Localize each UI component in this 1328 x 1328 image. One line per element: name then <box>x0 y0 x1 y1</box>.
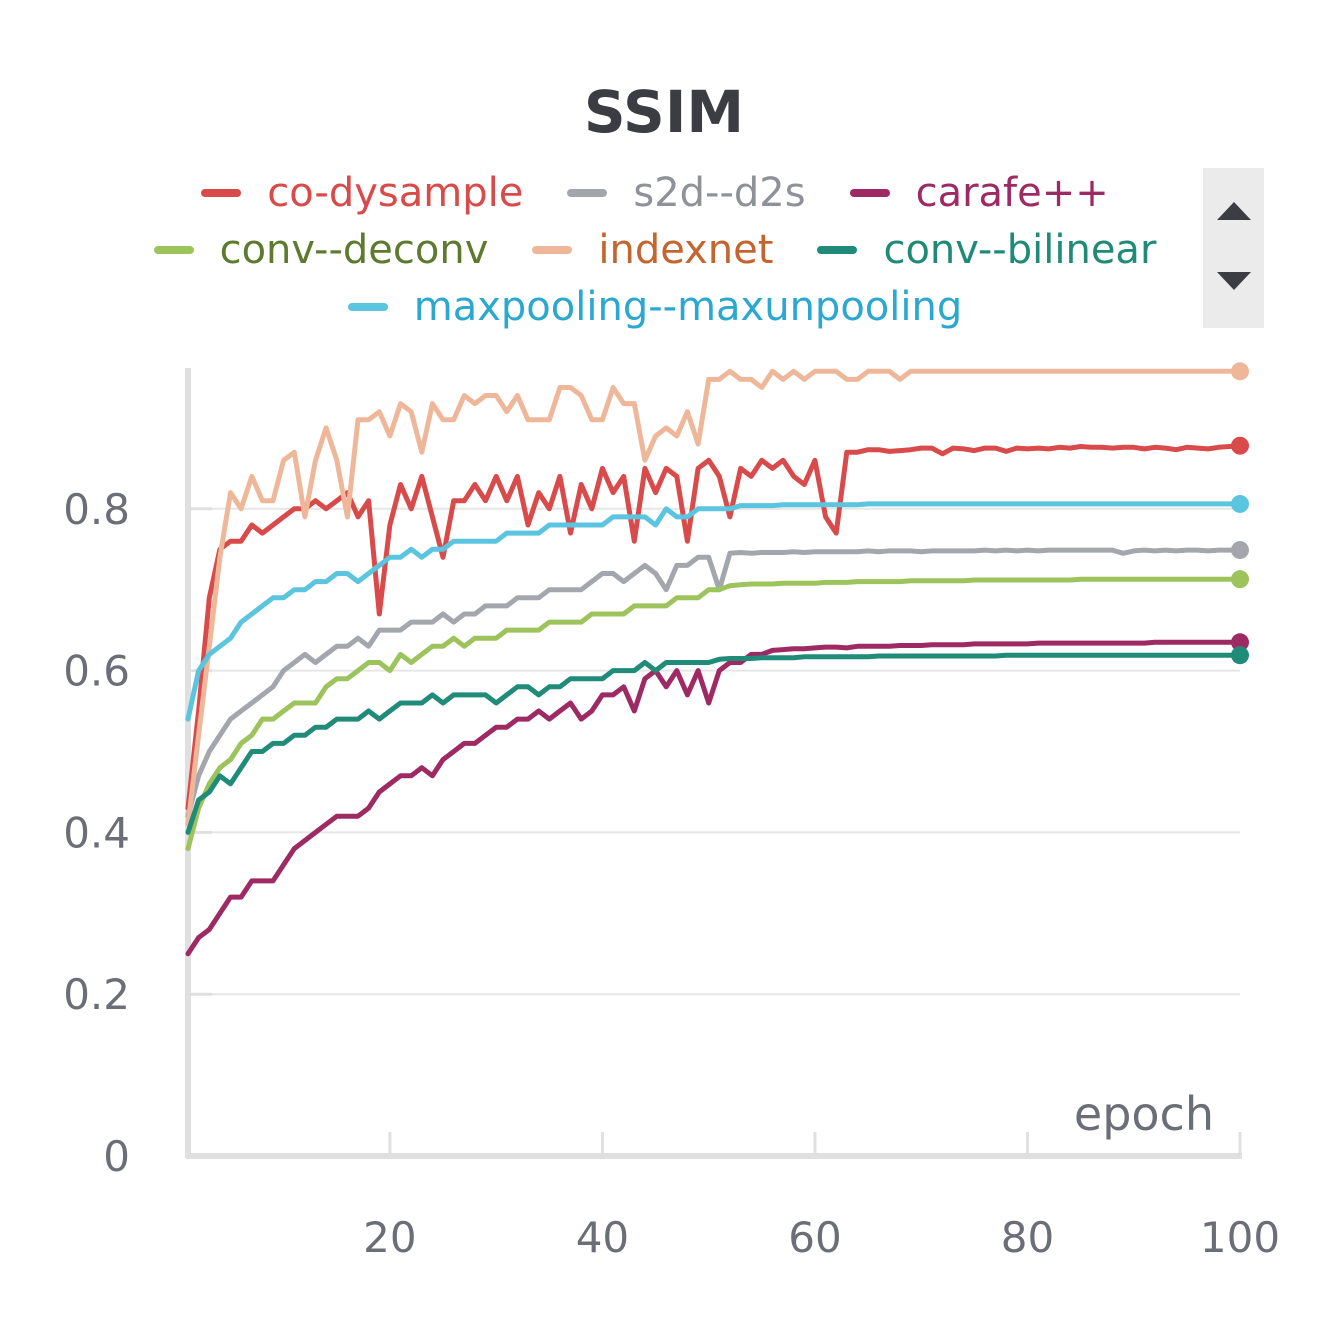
legend-label: indexnet <box>598 226 774 273</box>
legend-swatch <box>153 245 194 254</box>
legend-item[interactable]: maxpooling--maxunpooling <box>347 283 963 330</box>
legend-item[interactable]: conv--bilinear <box>817 227 1156 273</box>
legend-item[interactable]: s2d--d2s <box>567 169 806 216</box>
legend-label: s2d--d2s <box>633 169 806 216</box>
legend-item[interactable]: indexnet <box>532 227 773 273</box>
legend-swatch <box>347 302 388 311</box>
legend-swatch <box>567 188 608 197</box>
x-tick-label: 100 <box>1200 1213 1280 1262</box>
legend-swatch <box>201 188 242 197</box>
legend-label: co-dysample <box>267 169 524 216</box>
x-tick-label: 80 <box>1001 1213 1054 1262</box>
series-end-point-s2d-d2s <box>1231 541 1249 560</box>
legend-row: co-dysample s2d--d2s carafe++ <box>100 164 1210 221</box>
series-line-s2d-d2s <box>185 547 1243 819</box>
legend: co-dysample s2d--d2s carafe++ conv--deconv i… <box>100 164 1210 335</box>
x-tick-label: 40 <box>576 1213 629 1262</box>
chart-title: SSIM <box>583 78 745 146</box>
series-end-point-indexnet <box>1231 362 1249 381</box>
legend-label: conv--deconv <box>219 226 489 273</box>
series-line-conv-bilinear <box>185 652 1243 835</box>
y-tick-label: 0.6 <box>63 647 130 696</box>
y-tick-label: 0 <box>103 1132 130 1181</box>
series-end-point-maxpooling-maxunpooling <box>1231 494 1249 513</box>
legend-swatch <box>849 188 890 197</box>
series-line-indexnet <box>185 368 1243 827</box>
legend-swatch <box>532 245 573 254</box>
legend-item[interactable]: carafe++ <box>849 169 1109 216</box>
triangle-down-icon[interactable] <box>1217 272 1251 290</box>
series-line-conv-deconv <box>185 576 1243 852</box>
legend-label: carafe++ <box>915 169 1109 216</box>
legend-swatch <box>817 245 858 254</box>
series-line-co-dysample <box>185 443 1243 811</box>
triangle-up-icon[interactable] <box>1217 202 1251 220</box>
series-line-carafe- <box>185 639 1243 957</box>
legend-label: maxpooling--maxunpooling <box>413 283 963 330</box>
series-end-point-conv-bilinear <box>1231 646 1249 665</box>
x-axis-title: epoch <box>1074 1087 1214 1141</box>
legend-scroll-control <box>1203 168 1264 328</box>
legend-item[interactable]: co-dysample <box>201 170 523 216</box>
y-tick-label: 0.8 <box>63 485 130 534</box>
x-tick-label: 20 <box>363 1213 416 1262</box>
x-tick-label: 60 <box>788 1213 841 1262</box>
legend-item[interactable]: conv--deconv <box>153 226 489 273</box>
y-tick-label: 0.4 <box>63 808 130 857</box>
series-end-point-conv-deconv <box>1231 570 1249 589</box>
legend-label: conv--bilinear <box>883 226 1157 273</box>
legend-row: maxpooling--maxunpooling <box>100 278 1210 335</box>
series-end-point-co-dysample <box>1231 436 1249 455</box>
series-end-point-carafe- <box>1231 633 1249 652</box>
series-line-maxpooling-maxunpooling <box>185 501 1243 722</box>
legend-row: conv--deconv indexnet conv--bilinear <box>100 221 1210 278</box>
y-tick-label: 0.2 <box>63 970 130 1019</box>
